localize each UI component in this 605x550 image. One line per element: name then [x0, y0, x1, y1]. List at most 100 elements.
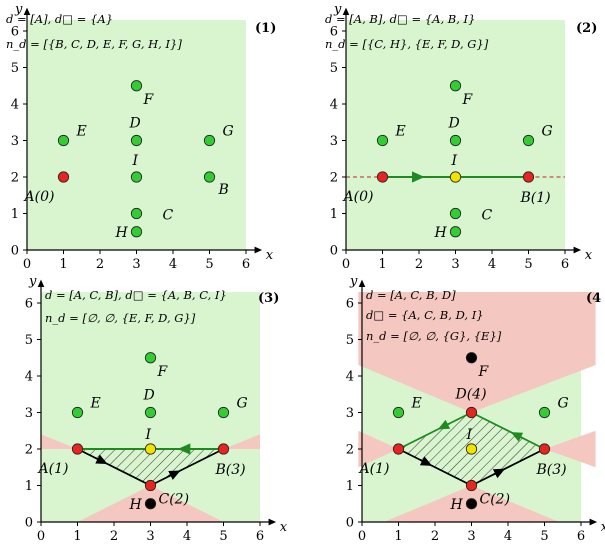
panel-3: 0 1 2 3 4 5 6 0 1 2 3 4 5 6 x y E FD G A(1) I B(3) C(2) H d = … [25, 274, 288, 544]
y-tick-label: 6 [11, 25, 19, 40]
x-tick-label: 1 [378, 257, 386, 272]
point-label-g: G [237, 396, 248, 412]
point-label-b: B(1) [520, 190, 551, 206]
y-tick-label: 6 [330, 25, 338, 40]
point-label-f: F [157, 364, 169, 380]
panel-2-info-line-2: n_d = [{C, H}, {E, F, D, G}] [325, 37, 489, 51]
point-e [57, 134, 70, 147]
panel-2-points: E FD G A(0) I B(1) C H [342, 80, 553, 241]
x-axis-label: x [601, 520, 605, 535]
x-tick-label: 2 [415, 257, 423, 272]
x-tick-label: 6 [561, 257, 569, 272]
point-c [465, 479, 478, 492]
point-label-f: F [143, 92, 155, 108]
y-axis-label: y [14, 2, 23, 17]
edge-a-c-arrow [419, 456, 433, 466]
panel-2-index: (2) [576, 21, 597, 36]
point-b [203, 171, 216, 183]
edge-a-c-arrow [95, 454, 108, 465]
point-e [392, 406, 405, 419]
panel-1-points: E FD G A(0) I B C H [23, 80, 234, 241]
point-label-f: F [478, 364, 490, 380]
point-label-e: E [76, 124, 87, 140]
x-tick-label: 0 [358, 529, 366, 544]
x-tick-label: 5 [205, 257, 213, 272]
point-label-i: I [466, 427, 473, 443]
y-tick-label: 5 [330, 61, 338, 76]
x-tick-label: 2 [431, 529, 439, 544]
edge-c-b-arrow [492, 468, 506, 479]
x-tick-label: 5 [219, 529, 227, 544]
point-a [57, 171, 70, 183]
y-tick-label: 6 [25, 297, 33, 312]
point-label-f: F [462, 92, 474, 108]
edge-c-b-arrow [168, 470, 181, 481]
y-axis-label: y [28, 274, 37, 289]
panel-4-index: (4 [586, 291, 601, 306]
y-axis-label: y [349, 274, 358, 289]
panel-3-index: (3) [258, 291, 279, 306]
point-g [203, 134, 216, 147]
edge-c-b [471, 448, 545, 487]
x-tick-label: 3 [132, 257, 140, 272]
point-label-a: A(0) [23, 189, 55, 205]
point-label-e: E [395, 124, 406, 140]
point-i [465, 443, 478, 455]
panel-1-index: (1) [255, 21, 276, 36]
point-label-a: A(1) [37, 461, 69, 477]
point-d [130, 134, 143, 147]
panel-1-axes: 0 1 2 3 4 5 6 0 1 2 3 4 5 6 x y [11, 2, 274, 272]
point-f [130, 80, 143, 92]
point-label-g: G [542, 124, 553, 140]
x-tick-label: 0 [23, 257, 31, 272]
edge-b-d [471, 411, 545, 450]
x-tick-label: 0 [37, 529, 45, 544]
y-tick-label: 1 [346, 479, 354, 494]
edge-c-b [150, 448, 224, 487]
y-tick-label: 3 [346, 406, 354, 421]
excluded-wedge-right [544, 430, 596, 468]
y-tick-label: 3 [330, 134, 338, 149]
point-i [144, 443, 157, 455]
panel-2-info-line-1: d = [A, B], d□ = {A, B, I} [325, 12, 475, 26]
x-tick-label: 4 [504, 529, 512, 544]
point-e [376, 134, 389, 147]
panel-2-axes: 0 1 2 3 4 5 6 0 1 2 3 4 5 6 x y [330, 2, 593, 272]
point-c [130, 207, 143, 220]
point-label-d: D [129, 116, 141, 132]
point-label-e: E [411, 396, 422, 412]
x-tick-label: 5 [540, 529, 548, 544]
point-label-c: C(2) [480, 492, 511, 508]
y-tick-label: 3 [11, 134, 19, 149]
y-tick-label: 0 [330, 244, 338, 259]
y-tick-label: 4 [346, 370, 354, 385]
point-h [144, 498, 157, 510]
x-tick-label: 5 [524, 257, 532, 272]
x-tick-label: 6 [256, 529, 264, 544]
hatched-hull [77, 449, 224, 486]
point-a [71, 443, 84, 455]
point-b [538, 443, 551, 455]
panel-3-info-line-2: n_d = [∅, ∅, {E, F, D, G}] [45, 311, 196, 325]
x-tick-label: 3 [467, 529, 475, 544]
point-label-a: A(1) [358, 461, 390, 477]
y-tick-label: 4 [11, 98, 19, 113]
point-label-b: B [218, 182, 229, 198]
panel-4-info-line-1: d = [A, C, B, D] [366, 288, 456, 302]
y-tick-label: 0 [25, 516, 33, 531]
y-tick-label: 6 [346, 297, 354, 312]
point-label-h: H [129, 497, 143, 513]
x-tick-label: 6 [242, 257, 250, 272]
point-g [217, 406, 230, 419]
point-label-i: I [145, 427, 152, 443]
x-tick-label: 6 [577, 529, 585, 544]
y-tick-label: 5 [11, 61, 19, 76]
point-d [144, 406, 157, 419]
x-tick-label: 2 [110, 529, 118, 544]
panel-1-info-line-1: d = [A], d□ = {A} [6, 12, 113, 26]
y-tick-label: 1 [11, 207, 19, 222]
point-label-c: C(2) [159, 492, 190, 508]
point-label-d: D [448, 116, 460, 132]
panel-4: 0 1 2 3 4 5 6 0 1 2 3 4 5 6 x y E F D(4) G A(1) I B(3) C(2) H d… [346, 274, 605, 544]
